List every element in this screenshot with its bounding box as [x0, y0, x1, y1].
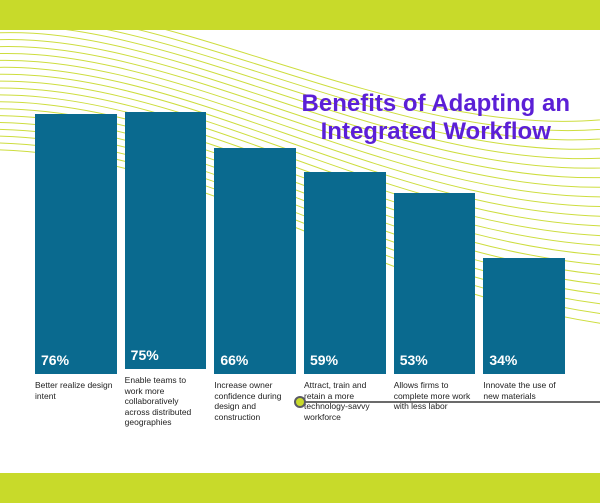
bar-column: 76% Better realize design intent: [35, 114, 117, 428]
bar-column: 59% Attract, train and retain a more tech…: [304, 172, 386, 428]
bar: 53%: [394, 193, 476, 374]
bar-label: Better realize design intent: [35, 380, 117, 428]
bar-label: Innovate the use of new materials: [483, 380, 565, 428]
chart-title-line1: Benefits of Adapting an: [302, 90, 570, 118]
bar: 59%: [304, 172, 386, 374]
bar-label: Attract, train and retain a more technol…: [304, 380, 386, 428]
bar-label: Enable teams to work more collaborativel…: [125, 375, 207, 428]
bar: 34%: [483, 258, 565, 374]
axis-line: [300, 401, 600, 403]
bar-value: 53%: [400, 352, 428, 368]
chart-title: Benefits of Adapting an Integrated Workf…: [302, 90, 570, 146]
bar-label: Allows firms to complete more work with …: [394, 380, 476, 428]
bar: 66%: [214, 148, 296, 374]
accent-band-bottom: [0, 473, 600, 503]
chart-title-line2: Integrated Workflow: [302, 118, 570, 146]
bar-value: 66%: [220, 352, 248, 368]
axis-dot-icon: [294, 396, 306, 408]
bar-column: 75% Enable teams to work more collaborati…: [125, 112, 207, 428]
bar-value: 75%: [131, 347, 159, 363]
bar: 76%: [35, 114, 117, 374]
bar-value: 59%: [310, 352, 338, 368]
bar-column: 66% Increase owner confidence during desi…: [214, 148, 296, 428]
bar-value: 76%: [41, 352, 69, 368]
bar-value: 34%: [489, 352, 517, 368]
accent-band-top: [0, 0, 600, 30]
bar: 75%: [125, 112, 207, 369]
bar-chart: 76% Better realize design intent 75% Enable…: [35, 108, 565, 428]
bar-column: 53% Allows firms to complete more work wi…: [394, 193, 476, 428]
bar-label: Increase owner confidence during design …: [214, 380, 296, 428]
